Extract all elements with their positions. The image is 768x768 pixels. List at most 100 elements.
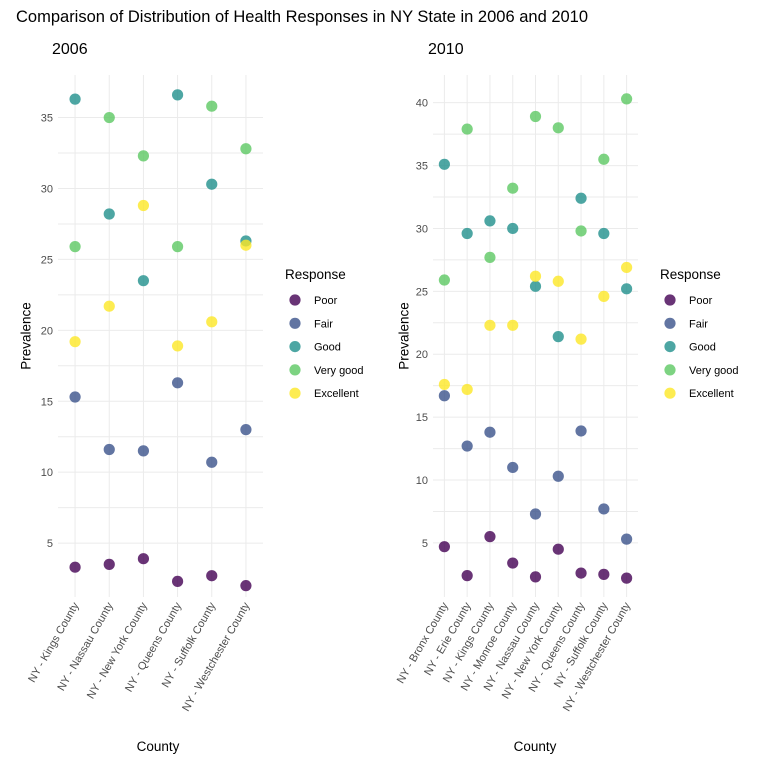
data-point-poor — [240, 580, 252, 592]
data-point-fair — [461, 440, 473, 452]
data-point-good — [69, 93, 81, 105]
legend-label: Excellent — [314, 388, 359, 400]
data-point-excellent — [69, 336, 81, 348]
data-point-poor — [507, 557, 519, 569]
y-tick-label: 15 — [41, 396, 53, 408]
data-point-fair — [171, 377, 184, 389]
y-tick-label: 35 — [416, 161, 428, 173]
legend-key — [664, 387, 676, 399]
main-title: Comparison of Distribution of Health Res… — [16, 8, 588, 26]
data-point-good — [206, 178, 218, 190]
legend-title: Response — [660, 267, 721, 282]
data-point-poor — [103, 558, 115, 570]
y-axis-title: Prevalence — [19, 302, 34, 370]
x-axis-title: County — [514, 739, 557, 754]
y-tick-label: 5 — [422, 538, 428, 550]
data-point-good — [137, 275, 150, 287]
legend-label: Good — [314, 342, 341, 354]
data-point-very-good — [529, 110, 542, 123]
legend-label: Fair — [689, 318, 708, 330]
legend-label: Good — [689, 342, 716, 354]
data-point-fair — [621, 533, 633, 545]
data-point-poor — [461, 570, 473, 582]
data-point-very-good — [598, 153, 610, 165]
data-point-fair — [529, 508, 542, 520]
y-tick-label: 5 — [47, 538, 53, 550]
y-axis-title: Prevalence — [397, 302, 412, 370]
data-point-poor — [484, 531, 496, 543]
data-point-good — [171, 89, 184, 101]
data-point-good — [621, 283, 633, 295]
legend-key — [289, 341, 301, 353]
y-tick-label: 15 — [416, 412, 428, 424]
legend-label: Excellent — [689, 388, 734, 400]
data-point-excellent — [206, 316, 218, 328]
data-point-excellent — [507, 319, 519, 331]
legend-label: Poor — [314, 295, 338, 307]
panel-title: 2006 — [52, 41, 88, 58]
legend-label: Poor — [689, 295, 713, 307]
y-tick-label: 40 — [416, 98, 428, 110]
data-point-poor — [598, 568, 610, 580]
data-point-excellent — [240, 239, 252, 251]
y-tick-label: 30 — [416, 223, 428, 235]
y-tick-label: 20 — [41, 325, 53, 337]
data-point-good — [438, 158, 450, 170]
legend-label: Fair — [314, 318, 333, 330]
legend-key — [664, 341, 676, 353]
data-point-fair — [206, 456, 218, 468]
data-point-fair — [552, 470, 564, 482]
legend-key — [289, 364, 301, 376]
data-point-good — [575, 192, 587, 204]
y-tick-label: 25 — [416, 286, 428, 298]
data-point-very-good — [484, 251, 496, 263]
legend-label: Very good — [314, 365, 364, 377]
data-point-good — [507, 222, 519, 235]
data-point-fair — [137, 445, 150, 457]
panel-title: 2010 — [428, 41, 464, 58]
x-axis-title: County — [137, 739, 180, 754]
y-tick-label: 30 — [41, 183, 53, 195]
data-point-poor — [552, 543, 564, 555]
data-point-excellent — [103, 300, 115, 312]
data-point-good — [103, 208, 115, 220]
data-point-very-good — [575, 225, 587, 237]
data-point-excellent — [137, 199, 150, 212]
data-point-poor — [206, 570, 218, 582]
x-tick-label: NY - New York County — [85, 600, 150, 701]
y-tick-label: 20 — [416, 349, 428, 361]
data-point-poor — [621, 572, 633, 584]
data-point-fair — [240, 424, 252, 436]
data-point-very-good — [461, 123, 473, 135]
legend-key — [289, 387, 301, 399]
data-point-poor — [171, 575, 184, 587]
data-point-good — [552, 331, 564, 343]
y-tick-label: 25 — [41, 254, 53, 266]
data-point-good — [598, 227, 610, 240]
legend-key — [664, 317, 676, 329]
data-point-poor — [137, 553, 150, 565]
data-point-good — [484, 215, 496, 227]
data-point-fair — [575, 425, 587, 437]
data-point-excellent — [598, 290, 610, 302]
legend-label: Very good — [689, 365, 739, 377]
legend-key — [289, 294, 301, 306]
data-point-very-good — [69, 241, 81, 253]
data-point-excellent — [575, 333, 587, 345]
data-point-very-good — [137, 150, 150, 162]
data-point-poor — [438, 541, 450, 553]
y-tick-label: 10 — [416, 475, 428, 487]
data-point-excellent — [438, 378, 450, 391]
data-point-poor — [69, 561, 81, 573]
data-point-fair — [438, 390, 450, 402]
y-tick-label: 10 — [41, 467, 53, 479]
data-point-very-good — [103, 111, 115, 124]
data-point-very-good — [438, 274, 450, 286]
x-tick-label: NY - Westchester County — [180, 600, 252, 714]
data-point-fair — [103, 443, 115, 456]
legend-key — [664, 364, 676, 376]
